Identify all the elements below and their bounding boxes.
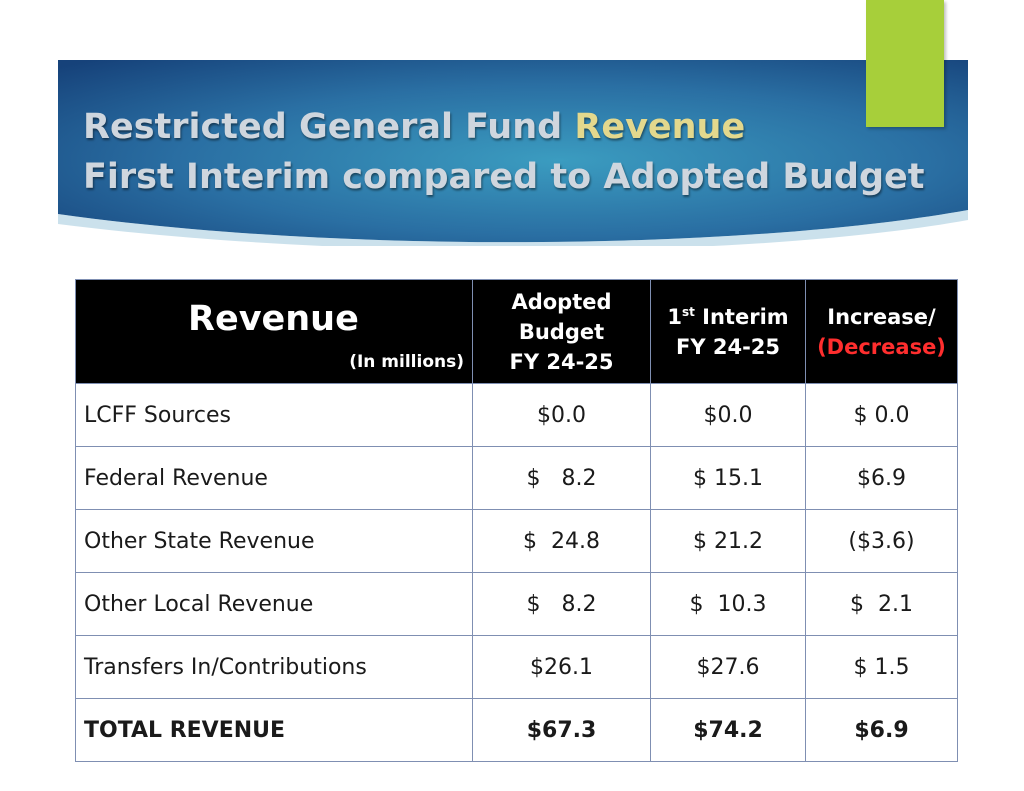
row-change: $ 1.5 <box>805 635 958 699</box>
page-title: Restricted General Fund Revenue First In… <box>83 102 925 202</box>
header-adopted-line3: FY 24-25 <box>509 349 614 374</box>
header-interim-word: Interim <box>694 304 789 329</box>
row-label: TOTAL REVENUE <box>75 698 473 762</box>
header-increase-cell: Increase/ (Decrease) <box>805 279 958 384</box>
table-row: LCFF Sources $0.0 $0.0 $ 0.0 <box>75 383 958 447</box>
header-interim-line2: FY 24-25 <box>675 334 781 359</box>
row-change: $6.9 <box>805 698 958 762</box>
header-interim-sup: st <box>681 304 695 319</box>
row-change: $6.9 <box>805 446 958 510</box>
row-adopted: $ 24.8 <box>472 509 651 573</box>
total-row: TOTAL REVENUE $67.3 $74.2 $6.9 <box>75 698 958 762</box>
title-line2: First Interim compared to Adopted Budget <box>83 157 925 197</box>
row-adopted: $ 8.2 <box>472 572 651 636</box>
table-row: Other State Revenue $ 24.8 $ 21.2 ($3.6) <box>75 509 958 573</box>
row-adopted: $67.3 <box>472 698 651 762</box>
row-change: $ 0.0 <box>805 383 958 447</box>
header-revenue-cell: Revenue (In millions) <box>75 279 473 384</box>
row-interim: $ 15.1 <box>650 446 806 510</box>
header-adopted-line2: Budget <box>518 319 605 344</box>
row-adopted: $26.1 <box>472 635 651 699</box>
title-banner: Restricted General Fund Revenue First In… <box>58 60 968 246</box>
table-header-row: Revenue (In millions) Adopted Budget FY … <box>75 279 958 384</box>
row-label: Transfers In/Contributions <box>75 635 473 699</box>
header-adopted-line1: Adopted <box>511 289 612 314</box>
accent-tab <box>866 0 944 127</box>
table-row: Transfers In/Contributions $26.1 $27.6 $… <box>75 635 958 699</box>
row-adopted: $ 8.2 <box>472 446 651 510</box>
row-interim: $74.2 <box>650 698 806 762</box>
row-change: $ 2.1 <box>805 572 958 636</box>
row-label: Other State Revenue <box>75 509 473 573</box>
header-revenue: Revenue <box>188 299 359 339</box>
row-change: ($3.6) <box>805 509 958 573</box>
header-units: (In millions) <box>349 352 464 372</box>
row-label: Federal Revenue <box>75 446 473 510</box>
header-interim-cell: 1st Interim FY 24-25 <box>650 279 806 384</box>
header-interim-num: 1 <box>667 304 682 329</box>
row-adopted: $0.0 <box>472 383 651 447</box>
revenue-table: Revenue (In millions) Adopted Budget FY … <box>75 279 958 762</box>
row-interim: $ 21.2 <box>650 509 806 573</box>
row-interim: $ 10.3 <box>650 572 806 636</box>
title-highlight: Revenue <box>574 107 746 147</box>
row-label: LCFF Sources <box>75 383 473 447</box>
header-decrease: (Decrease) <box>817 334 946 359</box>
table-row: Federal Revenue $ 8.2 $ 15.1 $6.9 <box>75 446 958 510</box>
row-interim: $0.0 <box>650 383 806 447</box>
header-adopted-cell: Adopted Budget FY 24-25 <box>472 279 651 384</box>
row-interim: $27.6 <box>650 635 806 699</box>
header-increase: Increase/ <box>827 304 936 329</box>
banner-background <box>58 60 968 246</box>
title-line1-prefix: Restricted General Fund <box>83 107 575 147</box>
row-label: Other Local Revenue <box>75 572 473 636</box>
table-row: Other Local Revenue $ 8.2 $ 10.3 $ 2.1 <box>75 572 958 636</box>
